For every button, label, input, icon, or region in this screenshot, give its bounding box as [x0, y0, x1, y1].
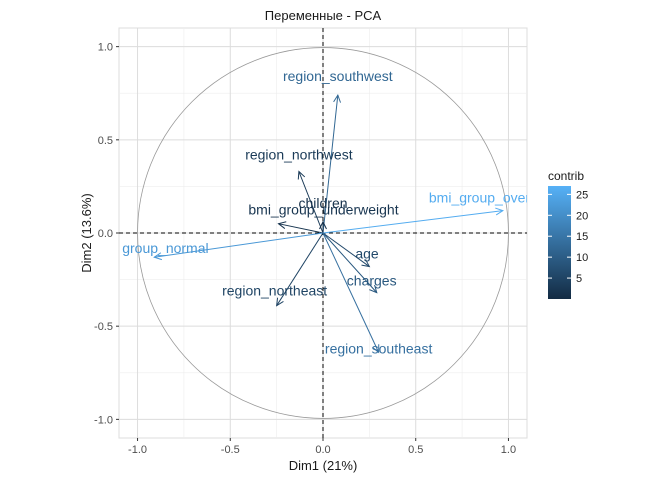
arrow-region_southeast — [322, 232, 380, 353]
label-charges: charges — [347, 273, 397, 289]
y-tick-label: 1.0 — [98, 42, 113, 54]
correlation-circle — [137, 47, 509, 419]
arrowhead-region_northeast — [276, 297, 284, 307]
arrow-bmi_group_over — [322, 210, 503, 234]
label-children: children — [298, 195, 347, 211]
legend-tick-label: 20 — [576, 210, 588, 222]
arrow-age — [322, 232, 370, 267]
y-tick-label: 0.5 — [98, 135, 113, 147]
label-bmi_group_over: bmi_group_over — [429, 190, 531, 206]
label-group_normal: group_normal — [122, 240, 208, 256]
arrowhead-region_southwest — [333, 93, 341, 103]
arrow-charges — [322, 232, 378, 293]
legend-tick-label: 25 — [576, 189, 588, 201]
label-region_northwest: region_northwest — [245, 147, 353, 163]
x-tick-label: -1.0 — [128, 444, 147, 456]
legend-ticks: 5 10 15 20 25 — [548, 189, 588, 285]
legend-tick-label: 10 — [576, 252, 588, 264]
label-region_southwest: region_southwest — [283, 68, 393, 84]
x-tick-label: -0.5 — [221, 444, 240, 456]
arrow-region_northwest — [298, 171, 324, 234]
variable-arrows — [153, 93, 505, 354]
x-axis-title: Dim1 (21%) — [289, 458, 358, 473]
arrowhead-bmi_group_over — [495, 207, 505, 216]
chart-title: Переменные - PCA — [265, 8, 382, 23]
arrowhead-bmi_group_underweight — [277, 221, 287, 229]
x-tick-label: 0.5 — [408, 444, 423, 456]
legend-tick-label: 15 — [576, 231, 588, 243]
label-region_southeast: region_southeast — [325, 340, 433, 356]
arrowhead-children — [319, 220, 327, 230]
x-axis-ticks: -1.0 -0.5 0.0 0.5 1.0 — [128, 438, 516, 456]
arrowhead-charges — [369, 284, 378, 294]
label-region_northeast: region_northeast — [222, 283, 327, 299]
arrow-region_northeast — [276, 232, 324, 306]
arrow-group_normal — [154, 232, 324, 258]
y-axis-ticks: 1.0 0.5 0.0 -0.5 -1.0 — [94, 42, 119, 426]
y-tick-label: -0.5 — [94, 321, 113, 333]
arrowhead-region_northwest — [297, 170, 306, 180]
label-age: age — [355, 246, 379, 262]
y-axis-title: Dim2 (13.6%) — [79, 193, 94, 272]
legend-colorbar — [548, 186, 571, 299]
label-bmi_group_underweight: bmi_group_underweight — [248, 202, 398, 218]
arrowhead-group_normal — [153, 252, 163, 261]
variable-labels: region_southwest region_northwest children… — [122, 68, 531, 356]
arrowhead-region_southeast — [372, 344, 380, 354]
y-tick-label: 0.0 — [98, 228, 113, 240]
contrib-legend: contrib 5 10 15 20 25 — [548, 169, 588, 299]
arrow-bmi_group_underweight — [278, 223, 324, 234]
legend-tick-label: 5 — [576, 273, 582, 285]
legend-title: contrib — [548, 169, 584, 183]
arrow-region_southwest — [322, 95, 339, 234]
arrowhead-age — [361, 259, 371, 268]
x-tick-label: 0.0 — [315, 444, 330, 456]
x-tick-label: 1.0 — [501, 444, 516, 456]
y-tick-label: -1.0 — [94, 414, 113, 426]
